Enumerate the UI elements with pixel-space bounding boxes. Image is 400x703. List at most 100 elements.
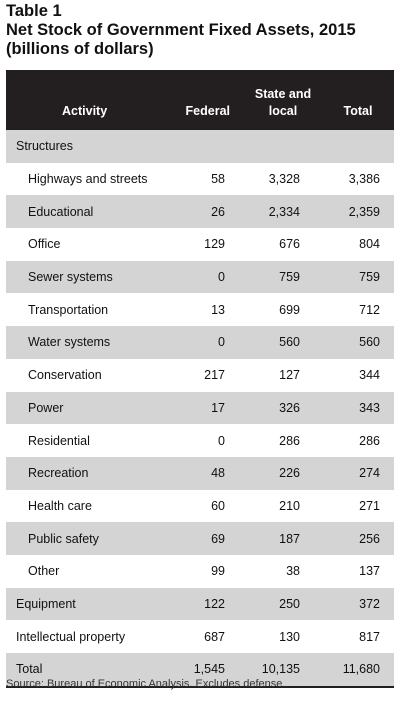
assets-table: Activity Federal State and local Total S… xyxy=(6,70,394,686)
header-federal: Federal xyxy=(164,70,244,130)
cell-total: 759 xyxy=(322,260,394,294)
cell-federal: 13 xyxy=(164,293,244,327)
cell-total: 712 xyxy=(322,293,394,327)
cell-federal: 48 xyxy=(164,456,244,490)
header-activity: Activity xyxy=(6,70,164,130)
table-row: Educational 26 2,334 2,359 xyxy=(6,195,394,229)
table-row: Equipment 122 250 372 xyxy=(6,587,394,621)
cell-state-local: 187 xyxy=(244,522,322,555)
cell-total: 2,359 xyxy=(322,195,394,229)
source-note: Source: Bureau of Economic Analysis. Exc… xyxy=(6,678,286,690)
table-row: Transportation 13 699 712 xyxy=(6,293,394,327)
cell-total: 804 xyxy=(322,228,394,261)
data-table-container: Activity Federal State and local Total S… xyxy=(6,70,394,688)
cell-activity: Equipment xyxy=(6,587,164,621)
cell-state-local: 3,328 xyxy=(244,162,322,196)
cell-activity: Residential xyxy=(6,424,164,457)
cell-activity: Transportation xyxy=(6,293,164,327)
cell-federal: 217 xyxy=(164,358,244,392)
cell-total: 256 xyxy=(322,522,394,555)
cell-activity: Power xyxy=(6,391,164,425)
cell-total: 343 xyxy=(322,391,394,425)
cell-total: 372 xyxy=(322,587,394,621)
cell-total xyxy=(322,130,394,163)
cell-total: 11,680 xyxy=(322,653,394,686)
table-row: Intellectual property 687 130 817 xyxy=(6,620,394,653)
cell-federal: 0 xyxy=(164,260,244,294)
cell-state-local: 326 xyxy=(244,391,322,425)
table-row: Recreation 48 226 274 xyxy=(6,456,394,490)
header-state-local: State and local xyxy=(244,70,322,130)
cell-activity: Intellectual property xyxy=(6,620,164,653)
cell-state-local: 127 xyxy=(244,358,322,392)
cell-activity: Structures xyxy=(6,130,164,163)
cell-activity: Water systems xyxy=(6,326,164,359)
cell-state-local: 699 xyxy=(244,293,322,327)
cell-total: 560 xyxy=(322,326,394,359)
cell-total: 137 xyxy=(322,554,394,588)
cell-activity: Total xyxy=(6,653,164,686)
cell-federal: 17 xyxy=(164,391,244,425)
cell-activity: Highways and streets xyxy=(6,162,164,196)
cell-federal: 69 xyxy=(164,522,244,555)
cell-state-local: 10,135 xyxy=(244,653,322,686)
cell-federal: 1,545 xyxy=(164,653,244,686)
cell-state-local: 250 xyxy=(244,587,322,621)
cell-activity: Other xyxy=(6,554,164,588)
cell-total: 271 xyxy=(322,489,394,523)
table-body: Structures Highways and streets 58 3,328 3,3… xyxy=(6,130,394,686)
cell-state-local: 226 xyxy=(244,456,322,490)
cell-state-local: 38 xyxy=(244,554,322,588)
table-row: Residential 0 286 286 xyxy=(6,424,394,457)
cell-total: 817 xyxy=(322,620,394,653)
table-row: Water systems 0 560 560 xyxy=(6,326,394,359)
cell-federal: 122 xyxy=(164,587,244,621)
cell-federal: 99 xyxy=(164,554,244,588)
table-heading: Net Stock of Government Fixed Assets, 20… xyxy=(6,21,356,39)
cell-state-local: 2,334 xyxy=(244,195,322,229)
cell-state-local: 130 xyxy=(244,620,322,653)
table-row: Total 1,545 10,135 11,680 xyxy=(6,653,394,686)
cell-federal: 687 xyxy=(164,620,244,653)
table-row: Other 99 38 137 xyxy=(6,554,394,588)
cell-federal: 58 xyxy=(164,162,244,196)
table-title: Table 1 Net Stock of Government Fixed As… xyxy=(6,2,394,59)
cell-total: 344 xyxy=(322,358,394,392)
cell-activity: Educational xyxy=(6,195,164,229)
cell-state-local: 676 xyxy=(244,228,322,261)
table-row: Power 17 326 343 xyxy=(6,391,394,425)
cell-state-local: 759 xyxy=(244,260,322,294)
cell-activity: Recreation xyxy=(6,456,164,490)
table-row: Highways and streets 58 3,328 3,386 xyxy=(6,162,394,196)
cell-federal: 129 xyxy=(164,228,244,261)
cell-activity: Conservation xyxy=(6,358,164,392)
table-bottom-rule xyxy=(6,685,394,688)
cell-federal: 60 xyxy=(164,489,244,523)
table-row: Conservation 217 127 344 xyxy=(6,358,394,392)
cell-activity: Health care xyxy=(6,489,164,523)
header-state-local-line1: State and xyxy=(254,87,312,101)
cell-total: 274 xyxy=(322,456,394,490)
table-number: Table 1 xyxy=(6,2,62,20)
table-row: Office 129 676 804 xyxy=(6,228,394,261)
cell-federal xyxy=(164,130,244,163)
cell-total: 286 xyxy=(322,424,394,457)
cell-state-local: 286 xyxy=(244,424,322,457)
cell-activity: Public safety xyxy=(6,522,164,555)
cell-federal: 0 xyxy=(164,424,244,457)
cell-state-local: 560 xyxy=(244,326,322,359)
table-row: Public safety 69 187 256 xyxy=(6,522,394,555)
cell-federal: 0 xyxy=(164,326,244,359)
header-row: Activity Federal State and local Total xyxy=(6,70,394,130)
cell-activity: Sewer systems xyxy=(6,260,164,294)
table-row: Sewer systems 0 759 759 xyxy=(6,260,394,294)
table-row: Health care 60 210 271 xyxy=(6,489,394,523)
cell-state-local: 210 xyxy=(244,489,322,523)
cell-activity: Office xyxy=(6,228,164,261)
header-total: Total xyxy=(322,70,394,130)
cell-total: 3,386 xyxy=(322,162,394,196)
table-units: (billions of dollars) xyxy=(6,40,154,58)
header-state-local-line2: local xyxy=(268,104,298,118)
table-row: Structures xyxy=(6,130,394,163)
